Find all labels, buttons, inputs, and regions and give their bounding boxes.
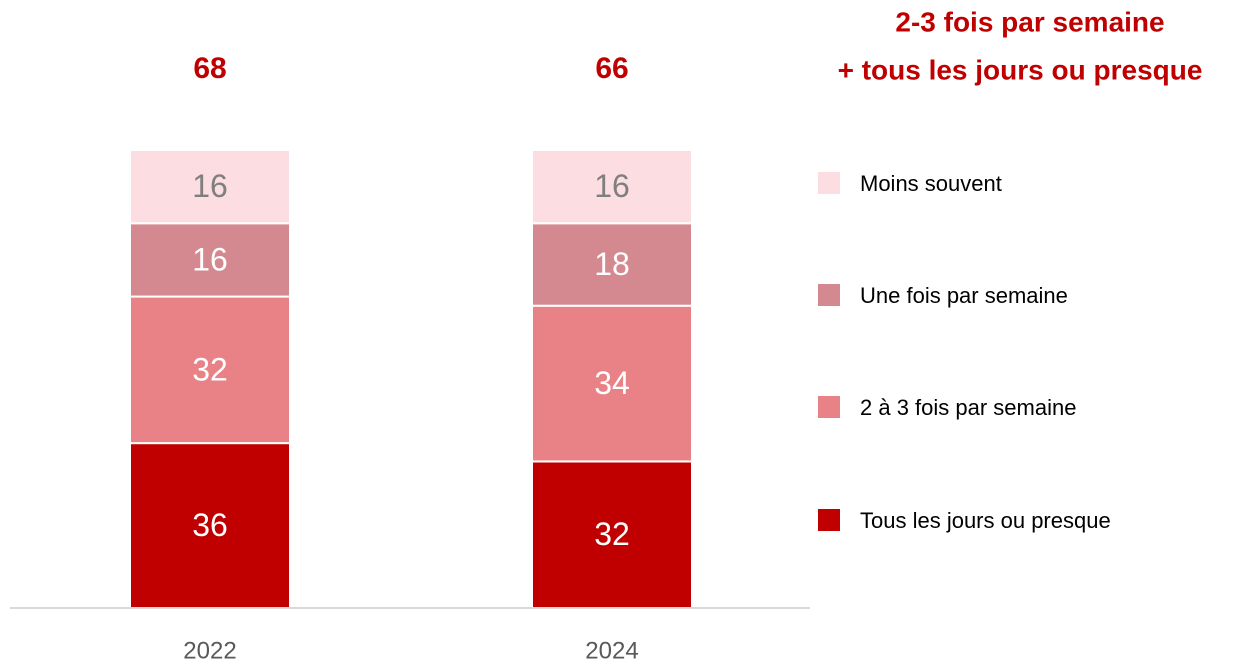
bar-segment	[531, 304, 693, 463]
bar-segment	[531, 460, 693, 609]
legend-label: 2 à 3 fois par semaine	[860, 395, 1076, 420]
legend-label: Une fois par semaine	[860, 283, 1068, 308]
data-label: 32	[192, 351, 228, 387]
legend-swatch	[818, 509, 840, 531]
totals-title: 2-3 fois par semaine	[895, 6, 1164, 37]
x-tick-label: 2022	[183, 637, 236, 664]
bar-segment	[129, 442, 291, 609]
data-label: 18	[594, 246, 630, 282]
data-label: 16	[192, 241, 228, 277]
legend-label: Moins souvent	[860, 171, 1002, 196]
legend-swatch	[818, 172, 840, 194]
total-label: 66	[595, 52, 628, 85]
data-label: 16	[594, 168, 630, 204]
legend-label: Tous les jours ou presque	[860, 508, 1111, 533]
data-label: 34	[594, 365, 630, 401]
x-tick-label: 2024	[585, 637, 638, 664]
bar-segment	[531, 222, 693, 307]
data-label: 36	[192, 507, 228, 543]
bar-segment	[531, 149, 693, 225]
bar-segment	[129, 149, 291, 225]
data-label: 32	[594, 516, 630, 552]
totals-title: + tous les jours ou presque	[838, 54, 1203, 85]
total-label: 68	[193, 52, 226, 85]
bar-segment	[129, 295, 291, 445]
data-label: 16	[192, 168, 228, 204]
legend-swatch	[818, 284, 840, 306]
legend-swatch	[818, 396, 840, 418]
